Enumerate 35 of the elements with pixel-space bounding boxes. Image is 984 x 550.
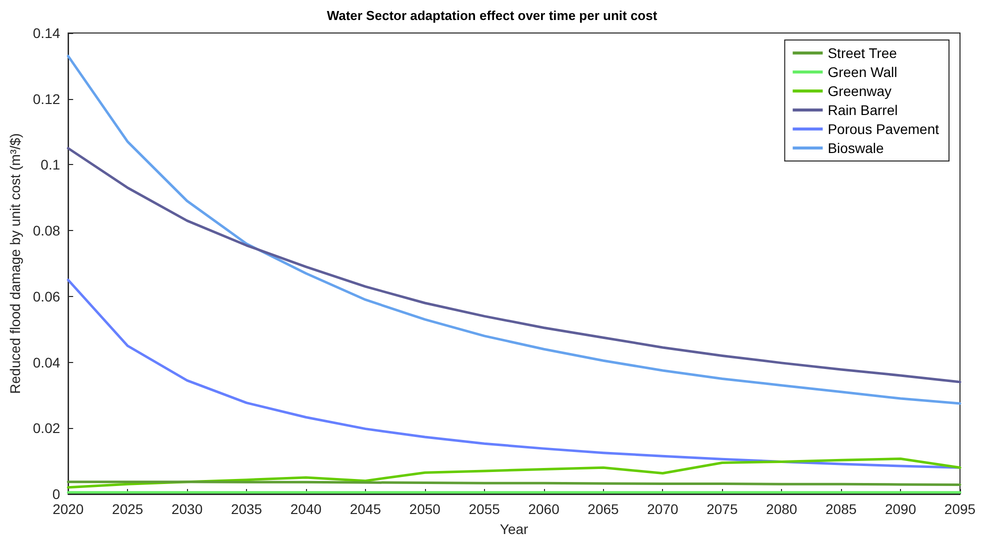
legend-label: Porous Pavement [828, 121, 940, 137]
x-tick-label: 2025 [112, 501, 144, 517]
chart-title: Water Sector adaptation effect over time per unit cost [326, 8, 658, 23]
y-tick-label: 0.1 [40, 156, 60, 173]
x-tick-label: 2070 [647, 501, 678, 517]
x-tick-label: 2065 [588, 501, 620, 517]
line-series [66, 278, 962, 469]
y-tick-label: 0 [52, 486, 60, 502]
x-tick-label: 2080 [766, 501, 798, 517]
legend-label: Green Wall [828, 64, 898, 80]
x-tick-label: 2075 [706, 501, 738, 517]
x-tick-label: 2040 [290, 501, 322, 517]
x-tick-label: 2045 [350, 501, 382, 517]
y-tick-label: 0.02 [32, 420, 60, 436]
y-axis-title: Reduced flood damage by unit cost (m³/$) [7, 133, 23, 394]
x-tick-label: 2095 [944, 501, 976, 517]
y-tick-label: 0.08 [32, 222, 60, 239]
x-tick-label: 2090 [884, 501, 916, 517]
x-tick-label: 2055 [468, 501, 500, 517]
legend-label: Bioswale [828, 140, 884, 156]
x-tick-label: 2085 [826, 501, 857, 517]
y-tick-label: 0.14 [32, 25, 60, 41]
legend-label: Rain Barrel [828, 102, 898, 118]
y-tick-label: 0.12 [32, 90, 60, 107]
x-tick-label: 2020 [52, 501, 84, 517]
y-tick-label: 0.06 [32, 288, 60, 304]
x-tick-label: 2030 [171, 501, 203, 517]
legend-label: Greenway [828, 83, 892, 99]
x-tick-label: 2050 [409, 501, 441, 517]
y-tick-label: 0.04 [32, 354, 60, 370]
x-tick-label: 2035 [230, 501, 262, 517]
x-tick-label: 2060 [528, 501, 560, 517]
line-series [66, 458, 962, 489]
legend-label: Street Tree [828, 45, 898, 61]
x-axis-title: Year [500, 521, 529, 537]
